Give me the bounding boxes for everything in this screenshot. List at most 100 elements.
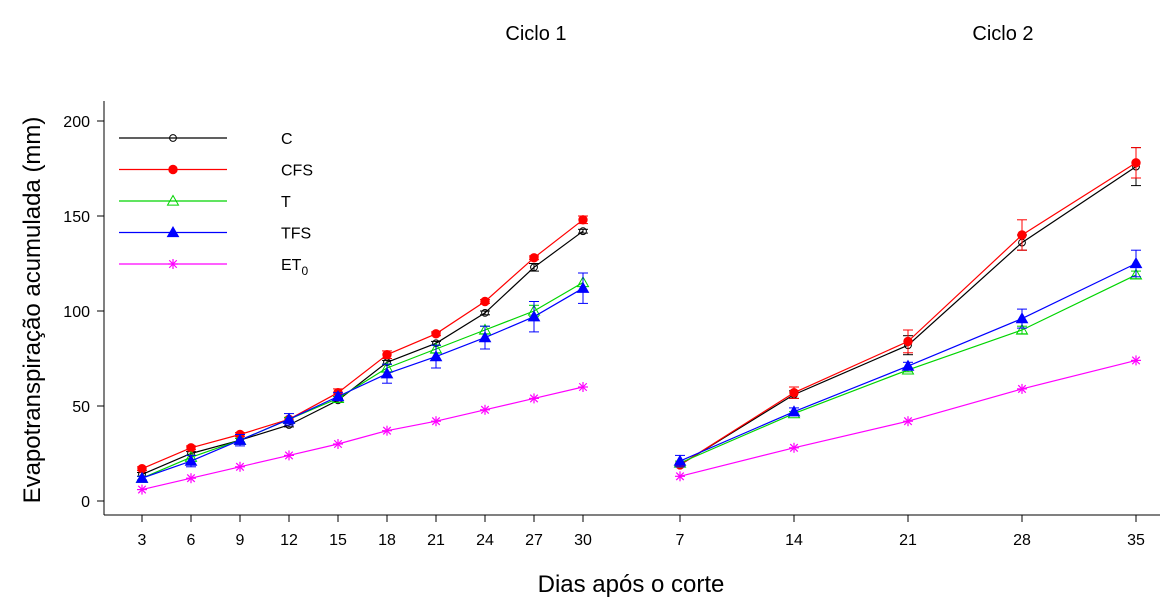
x-tick-label: 12 [280, 532, 298, 549]
data-point [1015, 312, 1029, 324]
legend-item-c: C [119, 131, 293, 148]
data-point [382, 425, 392, 436]
data-point [480, 296, 490, 307]
series-tfs-panel-1 [135, 272, 590, 483]
data-point [901, 359, 915, 371]
data-point [380, 367, 394, 379]
data-point [168, 259, 178, 269]
data-point [527, 310, 541, 322]
y-tick-label: 200 [63, 114, 90, 131]
series-c-panel-1 [137, 227, 588, 479]
data-point [168, 164, 178, 175]
legend-item-et: ET0 [119, 257, 308, 278]
data-point [578, 382, 588, 392]
data-point [135, 471, 149, 483]
legend-label: C [281, 131, 293, 148]
data-point [903, 416, 913, 427]
legend-label-text: C [281, 131, 293, 148]
data-point [186, 473, 196, 484]
data-point [675, 471, 685, 482]
data-point [166, 225, 180, 238]
data-point [186, 443, 196, 453]
x-tick-label: 28 [1013, 532, 1031, 549]
data-point [529, 393, 539, 404]
series-line [141, 230, 584, 475]
legend-label: CFS [281, 163, 313, 180]
legend-label: ET0 [281, 257, 308, 278]
data-point [1129, 268, 1143, 280]
legend-label-text: TFS [281, 226, 311, 243]
data-point [903, 336, 913, 347]
data-point [481, 309, 489, 317]
data-point [1129, 256, 1143, 269]
data-point [166, 194, 180, 206]
legend-item-tfs: TFS [119, 226, 311, 243]
data-point [333, 439, 343, 449]
y-tick-label: 50 [72, 399, 90, 416]
data-point [233, 433, 247, 445]
x-tick-label: 6 [187, 532, 196, 549]
data-point [331, 389, 345, 402]
ticks: 0 50 100 150 200 3 6 9 12 15 18 21 24 27 30 7 14 21 28 35 [63, 114, 1145, 549]
x-tick-label: 14 [785, 532, 803, 549]
data-point [1015, 323, 1029, 335]
x-tick-label: 21 [427, 532, 445, 549]
legend-label-text: ET [281, 257, 302, 274]
x-tick-label: 9 [236, 532, 245, 549]
legend-label: T [281, 194, 291, 211]
x-tick-label: 15 [329, 532, 347, 549]
y-axis-title: Evapotranspiração acumulada (mm) [19, 117, 46, 504]
x-tick-label: 21 [899, 532, 917, 549]
data-point [579, 227, 587, 236]
legend-label-text: T [281, 194, 291, 211]
data-point [478, 331, 492, 343]
data-point [578, 215, 588, 225]
data-point [184, 454, 198, 466]
x-tick-label: 35 [1127, 532, 1145, 549]
data-point [1131, 158, 1141, 168]
axes [103, 101, 1160, 516]
data-point [530, 263, 538, 272]
data-point [284, 450, 294, 461]
legend-label-text: CFS [281, 163, 313, 180]
data-point [431, 329, 441, 339]
series-line [141, 281, 584, 479]
legend-label: TFS [281, 226, 311, 243]
plot-area [135, 147, 1143, 495]
series-tfs-panel-2 [673, 249, 1143, 468]
data-point [789, 442, 799, 453]
data-point [787, 405, 801, 417]
series-cfs-panel-1 [137, 215, 588, 474]
data-point [1131, 355, 1141, 366]
panel-title-2: Ciclo 2 [972, 23, 1033, 45]
data-point [431, 416, 441, 427]
data-point [480, 404, 490, 415]
x-tick-label: 3 [138, 532, 147, 549]
data-point [137, 464, 147, 474]
data-point [529, 253, 539, 263]
x-axis-title: Dias após o corte [538, 571, 725, 598]
data-point [429, 350, 443, 362]
legend: C CFS T TFS ET0 [119, 131, 313, 278]
series-line [141, 219, 584, 470]
legend-label-subscript: 0 [301, 264, 308, 278]
x-tick-label: 24 [476, 532, 494, 549]
x-tick-label: 7 [676, 532, 685, 549]
series-et-panel-1 [137, 382, 588, 495]
data-point [282, 412, 296, 424]
data-point [1017, 383, 1027, 394]
series-line [141, 386, 584, 491]
data-point [382, 350, 392, 360]
legend-item-cfs: CFS [119, 163, 313, 180]
y-tick-label: 150 [63, 209, 90, 226]
series-et-panel-2 [675, 355, 1141, 482]
x-tick-label: 18 [378, 532, 396, 549]
data-point [235, 461, 245, 472]
data-point [137, 484, 147, 495]
panel-title-1: Ciclo 1 [505, 23, 566, 45]
x-tick-label: 30 [574, 532, 592, 549]
series-line [141, 287, 584, 479]
data-point [789, 388, 799, 398]
y-tick-label: 100 [63, 304, 90, 321]
